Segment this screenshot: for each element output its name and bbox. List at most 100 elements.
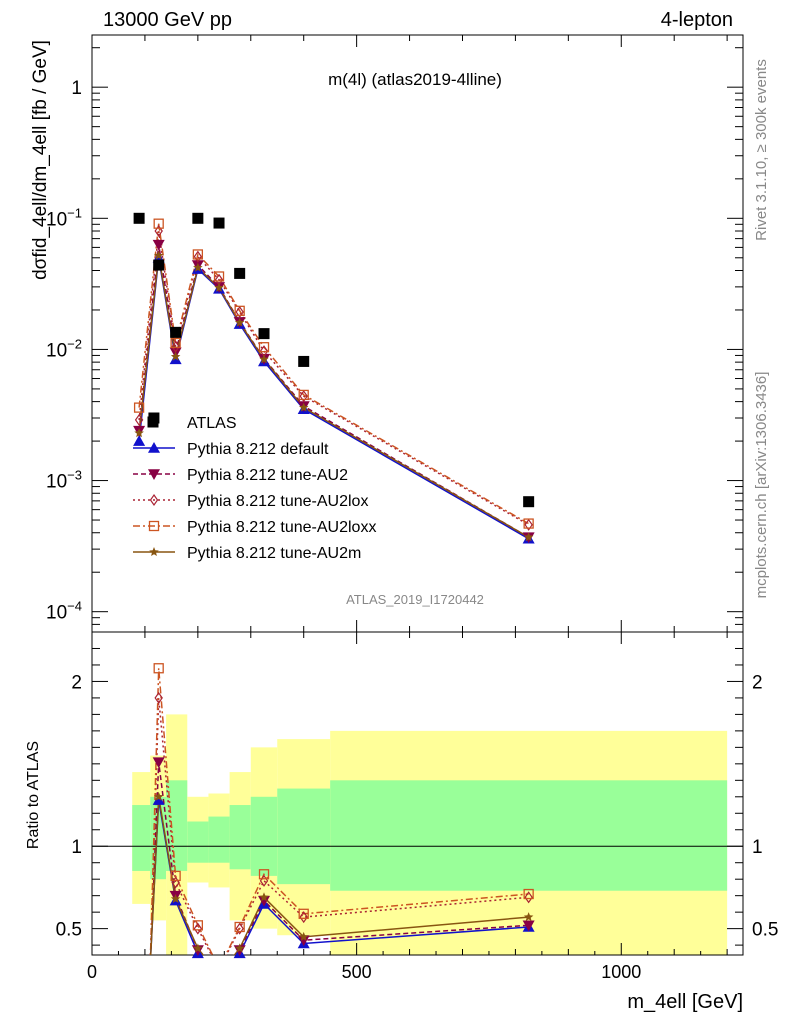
main-point-series-3 xyxy=(523,518,534,529)
energy-label: 13000 GeV pp xyxy=(103,9,232,31)
y-tick-label-ratio-right: 2 xyxy=(752,672,763,693)
y-tick-label-main: 10−4 xyxy=(46,599,82,624)
atlas-data-point xyxy=(170,326,182,338)
main-point-series-3 xyxy=(298,389,309,401)
ratio-point-series-3 xyxy=(523,888,534,900)
ratio-point-series-4 xyxy=(259,892,269,902)
ratio-point-series-3 xyxy=(298,908,309,919)
atlas-data-point xyxy=(234,267,246,279)
ratio-line-series-3 xyxy=(149,668,529,955)
inner-band-6 xyxy=(250,796,278,876)
y-tick-label-ratio-left: 1 xyxy=(71,837,82,858)
legend-marker-series-3 xyxy=(148,520,160,532)
ratio-line-series-4 xyxy=(149,796,529,955)
legend-label-atlas: ATLAS xyxy=(187,415,237,432)
channel-label: 4-lepton xyxy=(661,9,733,31)
ratio-point-series-4 xyxy=(170,894,181,903)
ratio-frame xyxy=(91,631,744,956)
main-point-series-3 xyxy=(192,249,204,260)
atlas-data-point xyxy=(298,355,310,367)
y-tick-label-main: 1 xyxy=(71,78,82,99)
inner-band-7 xyxy=(277,788,331,885)
main-point-series-3 xyxy=(170,337,181,349)
ratio-point-series-2 xyxy=(193,922,203,935)
legend: ATLAS Pythia 8.212 default Pythia 8.212 tu… xyxy=(133,415,376,562)
main-point-series-3 xyxy=(234,305,245,316)
main-point-series-4 xyxy=(193,262,203,272)
atlas-data-point xyxy=(258,328,270,340)
mcplots-label: mcplots.cern.ch [arXiv:1306.3436] xyxy=(753,372,770,599)
main-point-series-4 xyxy=(234,317,245,327)
main-point-series-3 xyxy=(213,271,225,282)
ratio-point-series-1 xyxy=(258,895,271,907)
y-tick-label-main: 10−3 xyxy=(46,468,82,493)
main-line-series-3 xyxy=(138,223,529,525)
inner-band-8 xyxy=(330,780,728,891)
x-tick-label: 500 xyxy=(342,962,372,982)
x-tick-label: 1000 xyxy=(601,962,641,982)
main-line-series-2 xyxy=(138,230,529,526)
main-point-series-4 xyxy=(523,532,534,542)
legend-label-series-3: Pythia 8.212 tune-AU2loxx xyxy=(187,519,376,536)
watermark: ATLAS_2019_I1720442 xyxy=(346,592,484,607)
main-point-series-3 xyxy=(258,342,270,353)
legend-marker-series-1 xyxy=(148,469,160,480)
ratio-point-series-3 xyxy=(258,869,270,880)
ratio-point-series-4 xyxy=(234,943,245,953)
y-axis-label-ratio: Ratio to ATLAS xyxy=(25,741,42,849)
ratio-point-series-4 xyxy=(153,791,164,801)
main-point-series-2 xyxy=(193,250,203,263)
ratio-line-series-2 xyxy=(149,697,529,955)
ratio-point-series-2 xyxy=(154,691,163,704)
ratio-point-series-1 xyxy=(297,935,310,947)
rivet-label: Rivet 3.1.10, ≥ 300k events xyxy=(753,59,770,241)
x-tick-label: 0 xyxy=(87,962,97,982)
y-tick-label-ratio-right: 1 xyxy=(752,837,763,858)
inner-band-0 xyxy=(132,805,151,871)
ratio-point-series-3 xyxy=(234,921,245,933)
axes xyxy=(91,34,744,956)
main-point-series-4 xyxy=(153,250,164,260)
y-tick-label-ratio-left: 2 xyxy=(71,672,82,693)
main-point-series-4 xyxy=(214,282,224,292)
y-tick-label-main: 10−2 xyxy=(46,336,82,361)
main-point-series-3 xyxy=(153,218,164,229)
main-point-series-2 xyxy=(524,518,533,531)
legend-marker-series-0 xyxy=(148,442,160,453)
main-point-series-0 xyxy=(133,435,146,446)
ratio-uncertainty-bands xyxy=(132,714,728,955)
main-frame xyxy=(91,34,744,633)
legend-label-series-4: Pythia 8.212 tune-AU2m xyxy=(187,545,361,562)
ratio-point-series-4 xyxy=(193,943,203,953)
legend-label-series-2: Pythia 8.212 tune-AU2lox xyxy=(187,493,368,510)
ratio-point-series-3 xyxy=(153,663,164,674)
ratio-point-series-2 xyxy=(235,922,244,935)
ratio-point-series-2 xyxy=(524,891,533,904)
inner-band-5 xyxy=(229,805,251,870)
main-point-series-1 xyxy=(152,239,165,251)
atlas-data-point xyxy=(153,259,165,271)
ratio-point-series-1 xyxy=(152,757,165,769)
tick-labels: 0 500 1000 10−4 10−3 10−2 10−1 1 0.5 0.5 1 1 2 2 xyxy=(46,78,778,982)
legend-label-series-1: Pythia 8.212 tune-AU2 xyxy=(187,467,348,484)
ratio-point-series-1 xyxy=(522,920,535,932)
main-point-series-2 xyxy=(235,305,244,319)
atlas-data-point xyxy=(133,212,145,224)
y-tick-label-main: 10−1 xyxy=(46,205,82,230)
inner-band-4 xyxy=(208,816,230,863)
legend-marker-atlas xyxy=(147,416,159,428)
series-markers xyxy=(133,212,535,959)
x-axis-label: m_4ell [GeV] xyxy=(627,991,743,1013)
ratio-point-series-3 xyxy=(170,870,181,882)
main-point-series-4 xyxy=(170,351,181,361)
y-axis-label-main: dσfid_4ell/dm_4ell [fb / GeV] xyxy=(30,40,51,280)
ratio-point-series-0 xyxy=(152,794,165,805)
inner-band-3 xyxy=(187,821,209,863)
ratio-point-series-4 xyxy=(523,912,534,922)
ratio-point-series-4 xyxy=(299,931,309,941)
main-point-series-2 xyxy=(134,413,144,426)
atlas-data-point xyxy=(523,496,535,508)
y-tick-label-ratio-right: 0.5 xyxy=(752,920,778,941)
main-point-series-4 xyxy=(259,354,269,364)
main-point-series-2 xyxy=(154,224,163,238)
